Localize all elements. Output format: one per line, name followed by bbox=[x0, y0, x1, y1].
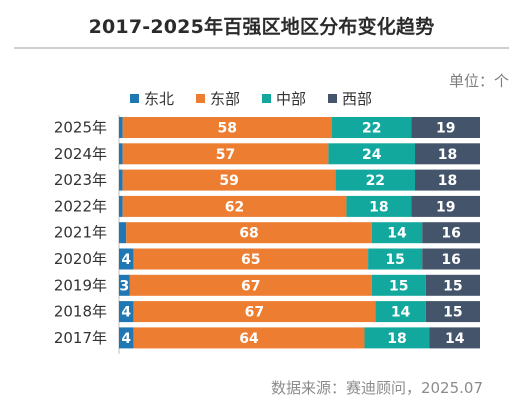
y-tick-label: 2024年 bbox=[54, 145, 107, 163]
data-label-xibu: 16 bbox=[441, 226, 460, 242]
bar-zhongbu bbox=[375, 301, 426, 323]
legend-label-dongbei: 东北 bbox=[144, 89, 175, 108]
bar-dongbu bbox=[133, 301, 376, 323]
data-label-zhongbu: 15 bbox=[389, 278, 408, 294]
bar-dongbei bbox=[119, 143, 123, 165]
bar-dongbei bbox=[119, 248, 134, 270]
bar-dongbu bbox=[133, 248, 369, 270]
legend-swatch-xibu bbox=[328, 93, 338, 103]
legend-label-zhongbu: 中部 bbox=[276, 89, 307, 108]
legend-item-zhongbu: 中部 bbox=[262, 88, 306, 109]
data-label-dongbei: 4 bbox=[121, 305, 131, 321]
data-label-dongbu: 67 bbox=[241, 278, 260, 294]
data-label-zhongbu: 18 bbox=[387, 331, 406, 347]
title-divider bbox=[14, 47, 509, 49]
data-label-zhongbu: 22 bbox=[366, 173, 385, 189]
data-label-xibu: 15 bbox=[443, 305, 462, 321]
data-label-dongbei: 4 bbox=[121, 331, 131, 347]
bar-dongbei bbox=[119, 195, 123, 217]
legend-item-dongbei: 东北 bbox=[130, 88, 174, 109]
y-tick-label: 2025年 bbox=[54, 119, 107, 137]
bar-dongbei bbox=[119, 169, 123, 191]
legend: 东北 东部 中部 西部 bbox=[130, 88, 372, 108]
data-label-dongbu: 58 bbox=[218, 121, 237, 137]
data-label-dongbei: 3 bbox=[120, 278, 130, 294]
data-label-dongbu: 64 bbox=[239, 331, 259, 347]
bar-zhongbu bbox=[364, 327, 430, 349]
bar-dongbei bbox=[119, 222, 127, 244]
data-label-zhongbu: 14 bbox=[391, 305, 411, 321]
data-label-xibu: 15 bbox=[443, 278, 462, 294]
y-tick-label: 2020年 bbox=[54, 250, 107, 268]
bar-dongbei bbox=[119, 327, 134, 349]
bar-zhongbu bbox=[346, 195, 412, 217]
bar-zhongbu bbox=[368, 248, 423, 270]
bar-dongbu bbox=[122, 195, 347, 217]
bar-dongbei bbox=[119, 301, 134, 323]
bar-dongbu bbox=[129, 274, 372, 296]
bar-xibu bbox=[411, 195, 480, 217]
bar-xibu bbox=[415, 143, 480, 165]
y-tick-label: 2017年 bbox=[54, 329, 107, 347]
chart-title: 2017-2025年百强区地区分布变化趋势 bbox=[88, 16, 435, 38]
data-label-zhongbu: 15 bbox=[385, 252, 404, 268]
bar-dongbei bbox=[119, 274, 130, 296]
bar-xibu bbox=[411, 117, 480, 138]
legend-label-dongbu: 东部 bbox=[210, 89, 241, 108]
data-label-xibu: 18 bbox=[438, 147, 457, 163]
bar-xibu bbox=[429, 327, 480, 349]
bar-zhongbu bbox=[328, 143, 416, 165]
legend-swatch-zhongbu bbox=[262, 93, 272, 103]
data-label-dongbu: 62 bbox=[225, 199, 244, 215]
bar-dongbei bbox=[119, 117, 123, 138]
data-label-xibu: 18 bbox=[438, 173, 457, 189]
legend-swatch-dongbu bbox=[196, 93, 206, 103]
bar-dongbu bbox=[122, 117, 332, 138]
data-label-zhongbu: 24 bbox=[362, 147, 382, 163]
bar-dongbu bbox=[122, 169, 336, 191]
source-note: 数据来源：赛迪顾问，2025.07 bbox=[270, 379, 483, 397]
bar-xibu bbox=[425, 301, 480, 323]
data-label-dongbu: 65 bbox=[241, 252, 260, 268]
data-label-zhongbu: 22 bbox=[362, 121, 381, 137]
y-tick-label: 2018年 bbox=[54, 303, 107, 321]
data-label-dongbu: 57 bbox=[216, 147, 235, 163]
data-label-dongbu: 59 bbox=[219, 173, 238, 189]
data-label-dongbu: 68 bbox=[239, 226, 258, 242]
bar-xibu bbox=[422, 248, 480, 270]
legend-item-xibu: 西部 bbox=[328, 88, 372, 109]
bar-xibu bbox=[422, 222, 480, 244]
y-tick-label: 2021年 bbox=[54, 224, 107, 242]
data-label-xibu: 16 bbox=[441, 252, 460, 268]
unit-label: 单位：个 bbox=[448, 72, 509, 90]
bar-zhongbu bbox=[371, 222, 423, 244]
y-tick-label: 2019年 bbox=[54, 276, 107, 294]
data-label-xibu: 19 bbox=[436, 121, 455, 137]
bar-zhongbu bbox=[331, 117, 412, 138]
legend-label-xibu: 西部 bbox=[342, 89, 373, 108]
bar-xibu bbox=[425, 274, 480, 296]
data-label-zhongbu: 14 bbox=[387, 226, 407, 242]
bar-dongbu bbox=[126, 222, 372, 244]
bar-dongbu bbox=[122, 143, 329, 165]
bar-zhongbu bbox=[371, 274, 426, 296]
y-tick-label: 2022年 bbox=[54, 197, 107, 215]
data-label-xibu: 14 bbox=[445, 331, 465, 347]
legend-item-dongbu: 东部 bbox=[196, 88, 240, 109]
data-label-zhongbu: 18 bbox=[369, 199, 388, 215]
data-label-dongbu: 67 bbox=[245, 305, 264, 321]
bar-zhongbu bbox=[335, 169, 416, 191]
legend-swatch-dongbei bbox=[130, 93, 139, 103]
y-tick-label: 2023年 bbox=[54, 171, 107, 189]
bar-dongbu bbox=[133, 327, 365, 349]
data-label-dongbei: 4 bbox=[121, 252, 131, 268]
bar-xibu bbox=[415, 169, 480, 191]
data-label-xibu: 19 bbox=[436, 199, 455, 215]
